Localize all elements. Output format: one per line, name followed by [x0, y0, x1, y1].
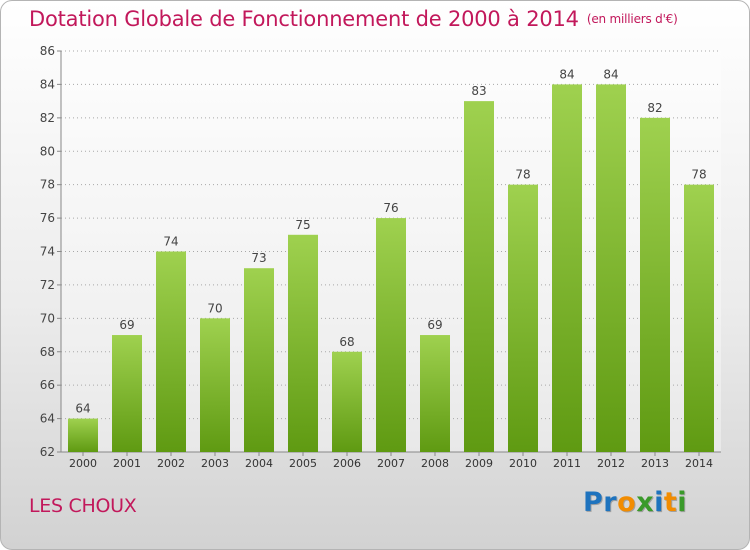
x-tick-label: 2003 [201, 457, 229, 470]
y-tick-label: 84 [40, 77, 55, 91]
bar-value-label: 84 [603, 67, 618, 81]
bar [596, 84, 626, 453]
bar-value-label: 69 [119, 318, 134, 332]
bar [156, 251, 186, 452]
x-tick-label: 2013 [641, 457, 669, 470]
bar-value-label: 75 [295, 218, 310, 232]
bar [332, 351, 362, 452]
logo-letter: P [583, 487, 604, 518]
x-tick-label: 2005 [289, 457, 317, 470]
x-tick-label: 2006 [333, 457, 361, 470]
bar-value-label: 68 [339, 335, 354, 349]
logo-letter: x [636, 487, 655, 518]
x-tick-label: 2009 [465, 457, 493, 470]
bar [112, 335, 142, 452]
y-tick-label: 80 [40, 144, 55, 158]
y-tick-label: 70 [40, 311, 55, 325]
bar-value-label: 82 [647, 101, 662, 115]
logo-letter: t [663, 487, 678, 518]
y-tick-label: 74 [40, 245, 55, 259]
bar-value-label: 84 [559, 67, 574, 81]
bar [200, 318, 230, 452]
bar-value-label: 69 [427, 318, 442, 332]
bar-value-label: 70 [207, 301, 222, 315]
logo-letter: o [617, 487, 637, 518]
x-tick-label: 2014 [685, 457, 713, 470]
logo-letter: i [677, 487, 688, 518]
bar [244, 268, 274, 452]
proxiti-logo: Proxiti [583, 487, 687, 518]
bar-value-label: 76 [383, 201, 398, 215]
y-tick-label: 86 [40, 44, 55, 58]
bar [464, 101, 494, 452]
y-tick-label: 78 [40, 178, 55, 192]
bar [684, 184, 714, 452]
x-tick-label: 2012 [597, 457, 625, 470]
bar [508, 184, 538, 452]
bar [640, 117, 670, 452]
bar-value-label: 83 [471, 84, 486, 98]
chart-unit: (en milliers d'€) [586, 12, 678, 26]
bar [68, 418, 98, 452]
y-tick-label: 62 [40, 445, 55, 459]
chart-title-text: Dotation Globale de Fonctionnement de 20… [29, 7, 579, 31]
x-tick-label: 2011 [553, 457, 581, 470]
bar-value-label: 73 [251, 251, 266, 265]
logo-letter: r [603, 487, 618, 518]
y-tick-label: 68 [40, 345, 55, 359]
x-tick-label: 2008 [421, 457, 449, 470]
x-tick-label: 2000 [69, 457, 97, 470]
bar [420, 335, 450, 452]
x-tick-label: 2002 [157, 457, 185, 470]
bar-value-label: 78 [515, 168, 530, 182]
y-tick-label: 72 [40, 278, 55, 292]
bar [376, 218, 406, 452]
chart-title: Dotation Globale de Fonctionnement de 20… [29, 7, 678, 31]
x-tick-label: 2007 [377, 457, 405, 470]
x-tick-label: 2001 [113, 457, 141, 470]
bar-value-label: 78 [691, 168, 706, 182]
bar [288, 234, 318, 452]
bar-value-label: 74 [163, 235, 178, 249]
x-tick-label: 2004 [245, 457, 273, 470]
y-tick-label: 64 [40, 412, 55, 426]
commune-name: LES CHOUX [29, 495, 137, 517]
bar-value-label: 64 [75, 402, 90, 416]
logo-letter: i [654, 487, 664, 518]
bar [552, 84, 582, 453]
x-tick-label: 2010 [509, 457, 537, 470]
y-tick-label: 82 [40, 111, 55, 125]
y-tick-label: 66 [40, 378, 55, 392]
y-tick-label: 76 [40, 211, 55, 225]
